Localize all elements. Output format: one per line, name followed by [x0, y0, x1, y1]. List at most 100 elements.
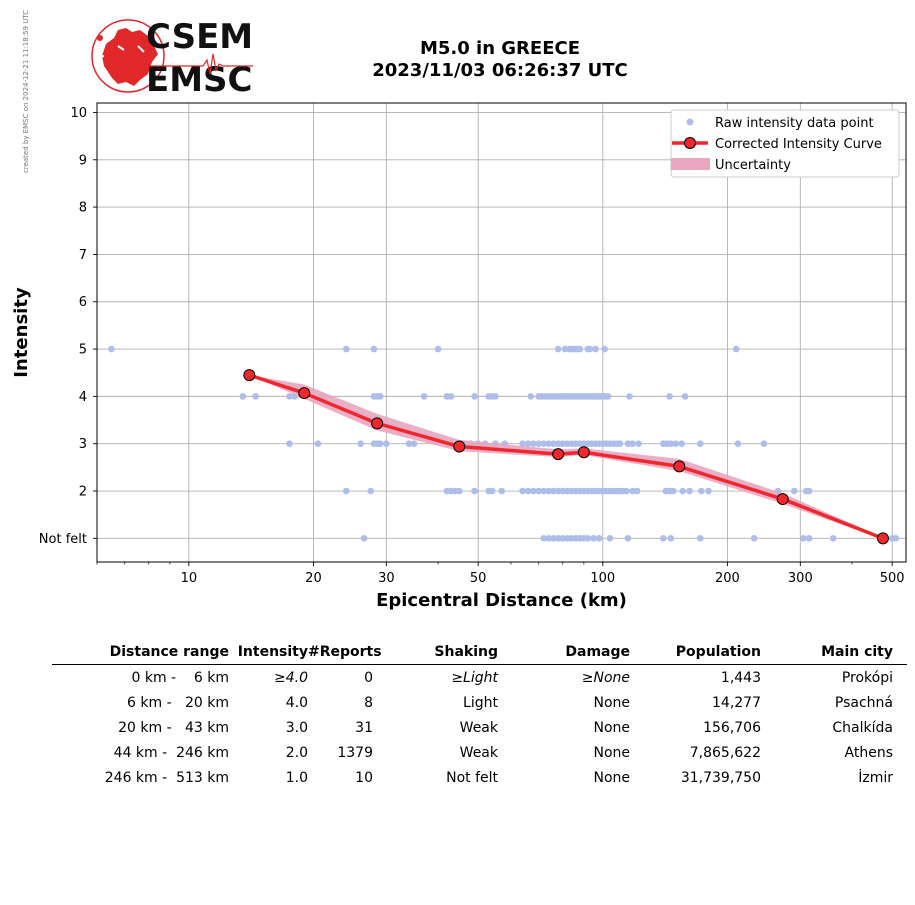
- raw-data-point: [405, 440, 413, 448]
- curve-marker: [453, 440, 466, 453]
- y-tick-label: 9: [79, 153, 87, 168]
- y-tick-label: Not felt: [39, 532, 87, 547]
- raw-data-point: [383, 440, 390, 448]
- table-cell: 246 km - 513 km: [104, 769, 229, 786]
- table-header-cell: Main city: [821, 644, 893, 660]
- raw-data-point: [545, 440, 552, 448]
- table-cell: Psachná: [834, 694, 893, 711]
- table-cell: 4.0: [285, 694, 308, 711]
- curve-marker: [371, 417, 384, 430]
- raw-data-point: [530, 487, 537, 495]
- raw-data-point: [239, 393, 247, 400]
- plot-frame: [96, 102, 907, 563]
- table-cell: 1.0: [285, 769, 308, 786]
- y-tick-label: 3: [79, 437, 87, 452]
- chart-title-line1: M5.0 in GREECE: [419, 38, 581, 59]
- raw-data-point: [592, 345, 599, 353]
- raw-data-point: [545, 487, 552, 495]
- raw-data-point: [410, 440, 418, 448]
- raw-data-point: [584, 535, 592, 542]
- raw-data-point: [434, 345, 442, 353]
- table-cell: Athens: [844, 744, 893, 761]
- table-header-cell: Shaking: [434, 644, 498, 660]
- table-cell: Prokópi: [841, 669, 893, 686]
- raw-data-point: [666, 393, 673, 400]
- table-cell: 44 km - 246 km: [113, 744, 229, 761]
- raw-data-point: [606, 535, 614, 542]
- raw-data-point: [471, 487, 478, 495]
- raw-data-point: [524, 487, 532, 495]
- raw-data-point: [471, 393, 478, 400]
- raw-data-point: [660, 535, 667, 542]
- raw-data-point: [535, 487, 542, 495]
- raw-data-point: [732, 345, 740, 353]
- legend-label: Raw intensity data point: [715, 116, 874, 131]
- curve-marker: [673, 460, 686, 473]
- raw-points: [108, 345, 900, 542]
- raw-data-point: [554, 345, 562, 353]
- raw-data-point: [545, 535, 552, 542]
- x-tick-label: 100: [590, 571, 615, 586]
- raw-data-point: [360, 535, 368, 542]
- raw-data-point: [342, 487, 350, 495]
- raw-data-point: [519, 440, 526, 448]
- plot-area: [97, 103, 906, 562]
- raw-data-point: [108, 345, 115, 353]
- intensity-summary-table: Distance range Intensity #Reports Shaking Da…: [52, 640, 907, 790]
- raw-data-point: [635, 440, 642, 448]
- table-cell: Weak: [459, 744, 498, 761]
- raw-data-point: [420, 393, 428, 400]
- table-cell: Light: [463, 694, 498, 711]
- raw-data-point: [686, 487, 693, 495]
- raw-data-point: [760, 440, 768, 448]
- table-header-cell: #Reports: [308, 644, 382, 660]
- table-cell: ≥Light: [451, 669, 498, 686]
- table-cell: None: [593, 719, 630, 736]
- table-cell: None: [593, 744, 630, 761]
- raw-data-point: [550, 535, 557, 542]
- logo-text-top: CSEM: [146, 17, 254, 57]
- raw-data-point: [678, 440, 685, 448]
- raw-data-point: [705, 487, 712, 495]
- table-row: 246 km - 513 km 1.0 10 Not felt None 31,739,7…: [52, 765, 907, 790]
- legend-label: Corrected Intensity Curve: [715, 137, 882, 152]
- legend-label: Uncertainty: [715, 158, 791, 173]
- x-axis-label: Epicentral Distance (km): [376, 590, 627, 611]
- legend-uncertainty-swatch: [671, 158, 710, 170]
- raw-data-point: [829, 535, 837, 542]
- y-axis-label: Intensity: [11, 287, 32, 378]
- raw-data-point: [554, 487, 562, 495]
- table-row: 20 km - 43 km 3.0 31 Weak None 156,706 Chalkíd…: [52, 715, 907, 740]
- raw-data-point: [498, 487, 506, 495]
- raw-data-point: [357, 440, 364, 448]
- x-tick-label: 10: [181, 571, 198, 586]
- table-header-cell: Distance range: [109, 644, 229, 660]
- raw-data-point: [252, 393, 259, 400]
- legend-box: [670, 109, 900, 178]
- table-cell: 7,865,622: [689, 744, 761, 761]
- raw-data-point: [530, 440, 537, 448]
- raw-data-point: [535, 440, 542, 448]
- raw-data-point: [550, 440, 557, 448]
- curve-marker: [298, 387, 311, 400]
- raw-data-point: [669, 487, 677, 495]
- table-cell: 3.0: [285, 719, 308, 736]
- raw-data-point: [799, 535, 807, 542]
- curve-marker: [577, 446, 590, 459]
- curve-marker: [243, 369, 256, 382]
- raw-data-point: [367, 487, 375, 495]
- raw-data-point: [604, 393, 612, 400]
- table-cell: 0: [364, 669, 373, 686]
- raw-data-point: [623, 487, 630, 495]
- raw-data-point: [488, 487, 496, 495]
- raw-data-point: [554, 440, 562, 448]
- table-cell: 31: [355, 719, 373, 736]
- legend-raw-marker: [686, 118, 694, 126]
- raw-data-point: [805, 487, 813, 495]
- raw-data-point: [519, 487, 526, 495]
- y-tick-label: 10: [70, 106, 87, 121]
- raw-data-point: [540, 487, 548, 495]
- table-header-cell: Intensity: [237, 644, 308, 660]
- raw-data-point: [629, 440, 636, 448]
- raw-data-point: [697, 440, 704, 448]
